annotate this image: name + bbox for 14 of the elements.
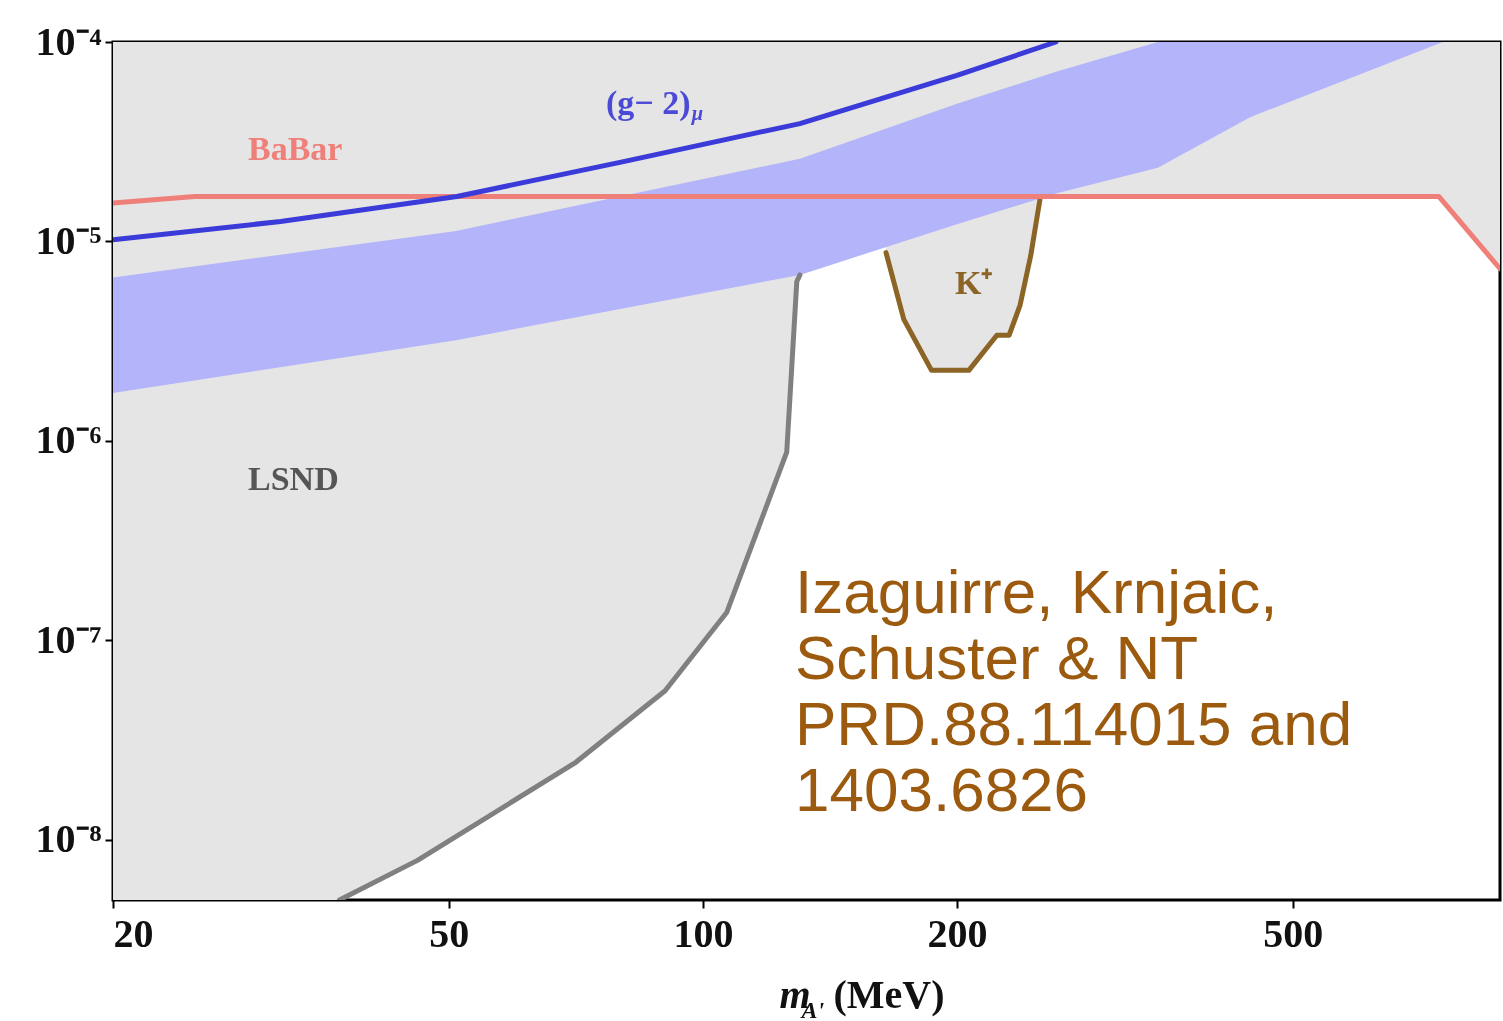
x-tick-label: 50 (429, 910, 470, 956)
x-tick-label: 200 (927, 910, 988, 956)
y-tick-label: 10⁻⁷ (35, 616, 102, 662)
y-tick-label: 10⁻⁵ (35, 217, 102, 263)
x-tick-label: 100 (673, 910, 734, 956)
y-tick-label: 10⁻⁴ (35, 18, 102, 64)
annotation: BaBar (248, 130, 343, 167)
annotation: LSND (248, 460, 339, 497)
x-tick-label: 500 (1263, 910, 1324, 956)
annotation: Izaguirre, Krnjaic, Schuster & NT PRD.88.114015 and 1403.6826 (795, 557, 1353, 824)
x-tick-label: 20 (113, 910, 154, 956)
y-tick-label: 10⁻⁸ (35, 816, 102, 862)
annotation: K⁺ (955, 264, 993, 301)
y-tick-label: 10⁻⁶ (35, 417, 102, 463)
